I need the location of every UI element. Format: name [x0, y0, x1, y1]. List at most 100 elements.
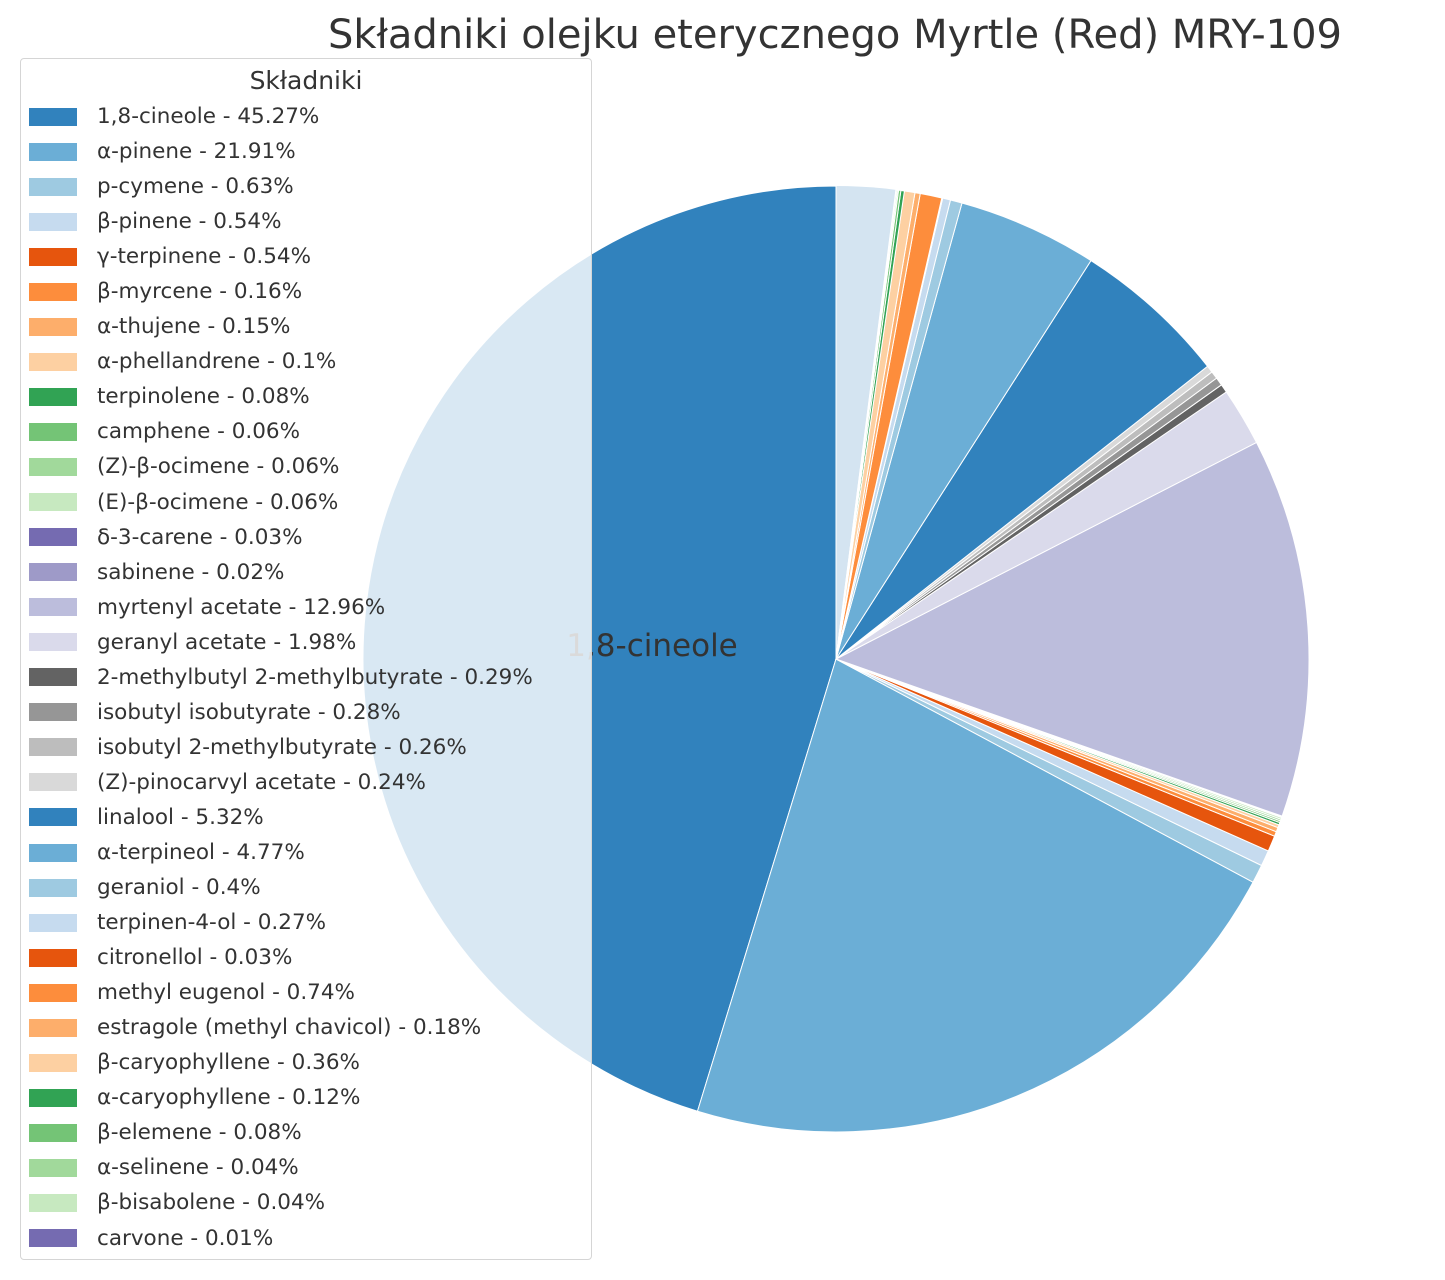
legend-item: terpinen-4-ol - 0.27% — [21, 905, 591, 940]
legend-label: camphene - 0.06% — [97, 419, 301, 445]
legend-label: β-caryophyllene - 0.36% — [97, 1050, 360, 1076]
legend-label: isobutyl isobutyrate - 0.28% — [97, 699, 401, 725]
legend-label: α-phellandrene - 0.1% — [97, 349, 337, 375]
pie-slices — [362, 185, 1310, 1133]
legend-swatch — [29, 983, 77, 1002]
legend-swatch — [29, 317, 77, 336]
legend-item: myrtenyl acetate - 12.96% — [21, 590, 591, 625]
legend-label: (E)-β-ocimene - 0.06% — [97, 489, 339, 515]
legend-swatch — [29, 1053, 77, 1072]
legend: Składniki 1,8-cineole - 45.27% α-pinene -… — [20, 58, 592, 1260]
legend-item: sabinene - 0.02% — [21, 555, 591, 590]
legend-swatch — [29, 633, 77, 652]
legend-label: β-pinene - 0.54% — [97, 209, 282, 235]
legend-item: α-thujene - 0.15% — [21, 309, 591, 344]
legend-swatch — [29, 212, 77, 231]
legend-swatch — [29, 738, 77, 757]
legend-label: δ-3-carene - 0.03% — [97, 524, 303, 550]
legend-swatch — [29, 668, 77, 687]
legend-item: 2-methylbutyl 2-methylbutyrate - 0.29% — [21, 660, 591, 695]
legend-label: p-cymene - 0.63% — [97, 174, 294, 200]
pie-slice-linalool-20 — [835, 259, 1209, 660]
legend-label: linalool - 5.32% — [97, 804, 264, 830]
legend-item: citronellol - 0.03% — [21, 940, 591, 975]
legend-swatch — [29, 142, 77, 161]
legend-swatch — [29, 878, 77, 897]
legend-label: (Z)-pinocarvyl acetate - 0.24% — [97, 769, 426, 795]
legend-swatch — [29, 1018, 77, 1037]
legend-item: carvone - 0.01% — [21, 1221, 591, 1256]
legend-label: α-thujene - 0.15% — [97, 314, 291, 340]
legend-swatch — [29, 1229, 77, 1248]
legend-item: (Z)-β-ocimene - 0.06% — [21, 449, 591, 484]
legend-title: Składniki — [249, 66, 363, 95]
chart-title: Składniki olejku eterycznego Myrtle (Red… — [327, 12, 1343, 58]
legend-label: isobutyl 2-methylbutyrate - 0.26% — [97, 734, 467, 760]
legend-label: carvone - 0.01% — [97, 1225, 274, 1251]
legend-swatch — [29, 107, 77, 126]
legend-swatch — [29, 282, 77, 301]
legend-list: 1,8-cineole - 45.27% α-pinene - 21.91% p-c… — [21, 99, 591, 1256]
legend-label: γ-terpinene - 0.54% — [97, 244, 312, 270]
legend-item: (E)-β-ocimene - 0.06% — [21, 485, 591, 520]
legend-label: β-elemene - 0.08% — [97, 1120, 302, 1146]
legend-swatch — [29, 457, 77, 476]
legend-item: linalool - 5.32% — [21, 800, 591, 835]
legend-swatch — [29, 563, 77, 582]
legend-item: terpinolene - 0.08% — [21, 379, 591, 414]
pie-slice-myrtenyl-acetate-14 — [834, 441, 1310, 817]
legend-swatch — [29, 598, 77, 617]
legend-swatch — [29, 1158, 77, 1177]
legend-label: 1,8-cineole - 45.27% — [97, 104, 320, 130]
legend-swatch — [29, 352, 77, 371]
legend-label: terpinen-4-ol - 0.27% — [97, 910, 327, 936]
legend-label: α-terpineol - 4.77% — [97, 840, 305, 865]
legend-item: estragole (methyl chavicol) - 0.18% — [21, 1010, 591, 1045]
legend-label: 2-methylbutyl 2-methylbutyrate - 0.29% — [97, 664, 533, 690]
legend-swatch — [29, 528, 77, 547]
legend-item: β-caryophyllene - 0.36% — [21, 1045, 591, 1080]
legend-label: terpinolene - 0.08% — [97, 384, 310, 410]
legend-item: α-pinene - 21.91% — [21, 134, 591, 169]
legend-item: methyl eugenol - 0.74% — [21, 975, 591, 1010]
legend-item: β-elemene - 0.08% — [21, 1115, 591, 1150]
legend-swatch — [29, 773, 77, 792]
legend-swatch — [29, 387, 77, 406]
legend-item: p-cymene - 0.63% — [21, 169, 591, 204]
legend-label: methyl eugenol - 0.74% — [97, 980, 355, 1006]
legend-item: geraniol - 0.4% — [21, 870, 591, 905]
legend-swatch — [29, 1193, 77, 1212]
legend-swatch — [29, 703, 77, 722]
legend-label: sabinene - 0.02% — [97, 559, 285, 585]
legend-item: geranyl acetate - 1.98% — [21, 625, 591, 660]
legend-label: myrtenyl acetate - 12.96% — [97, 594, 386, 620]
legend-swatch — [29, 913, 77, 932]
legend-item: camphene - 0.06% — [21, 414, 591, 449]
legend-label: α-pinene - 21.91% — [97, 139, 296, 165]
legend-swatch — [29, 177, 77, 196]
pie-slice-carvone-32 — [835, 189, 897, 660]
legend-item: (Z)-pinocarvyl acetate - 0.24% — [21, 765, 591, 800]
legend-item: α-terpineol - 4.77% — [21, 835, 591, 870]
legend-swatch — [29, 843, 77, 862]
legend-label: β-bisabolene - 0.04% — [97, 1190, 326, 1216]
legend-label: geranyl acetate - 1.98% — [97, 629, 357, 655]
legend-label: citronellol - 0.03% — [97, 945, 293, 971]
legend-swatch — [29, 1088, 77, 1107]
legend-swatch — [29, 422, 77, 441]
legend-swatch — [29, 1123, 77, 1142]
legend-item: γ-terpinene - 0.54% — [21, 239, 591, 274]
legend-label: (Z)-β-ocimene - 0.06% — [97, 454, 340, 480]
legend-item: β-pinene - 0.54% — [21, 204, 591, 239]
legend-swatch — [29, 247, 77, 266]
legend-item: 1,8-cineole - 45.27% — [21, 99, 591, 134]
legend-label: α-selinene - 0.04% — [97, 1155, 299, 1181]
legend-item: δ-3-carene - 0.03% — [21, 520, 591, 555]
legend-label: α-caryophyllene - 0.12% — [97, 1085, 361, 1111]
legend-swatch — [29, 948, 77, 967]
pie-slice-pinene-1 — [696, 658, 1254, 1133]
legend-item: isobutyl isobutyrate - 0.28% — [21, 695, 591, 730]
legend-label: geraniol - 0.4% — [97, 875, 261, 901]
legend-item: isobutyl 2-methylbutyrate - 0.26% — [21, 730, 591, 765]
legend-item: α-caryophyllene - 0.12% — [21, 1080, 591, 1115]
